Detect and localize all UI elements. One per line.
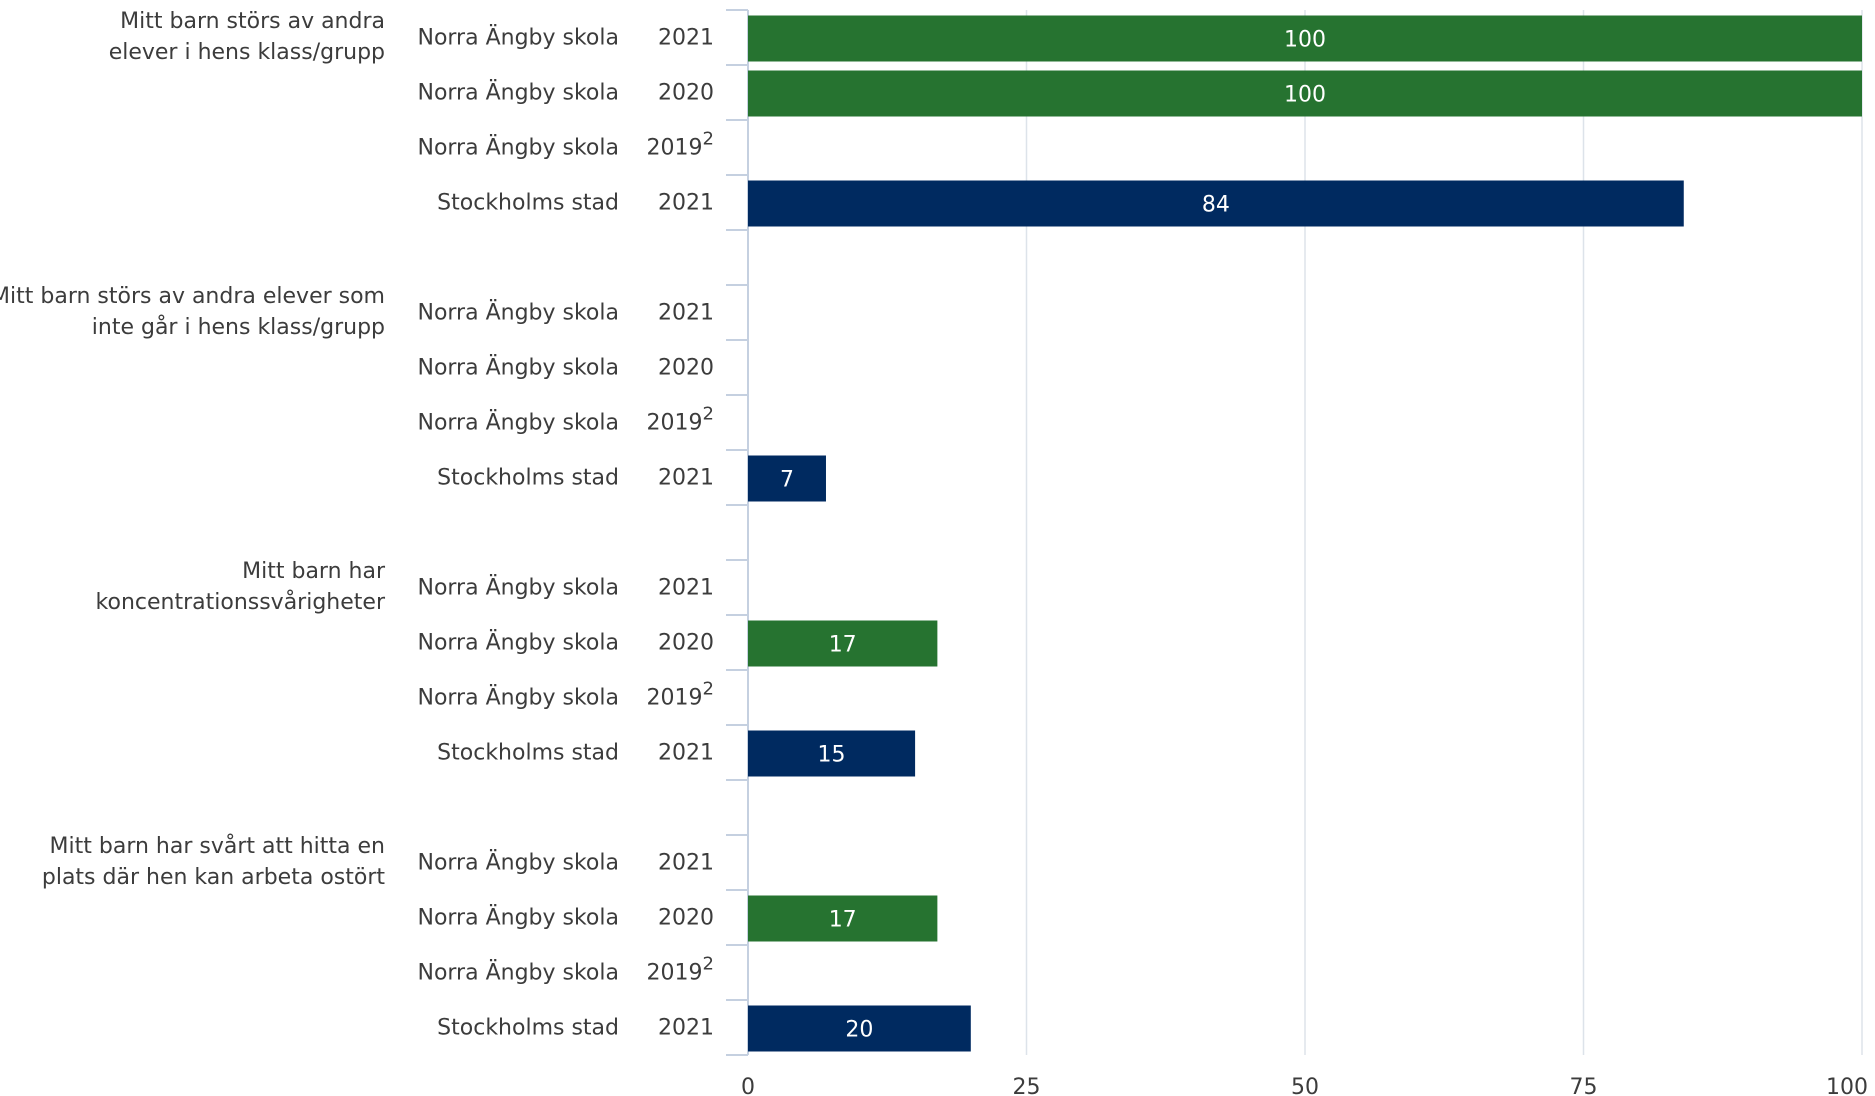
x-tick-label: 50 — [1291, 1075, 1319, 1096]
entity-label: Norra Ängby skola — [417, 630, 619, 656]
entity-label: Norra Ängby skola — [417, 135, 619, 161]
year: 2021 — [658, 191, 714, 216]
entity-label: Norra Ängby skola — [417, 355, 619, 381]
year: 2021 — [658, 1016, 714, 1041]
bar — [748, 1005, 971, 1052]
year: 2019 — [647, 686, 703, 711]
entity-label: Norra Ängby skola — [417, 25, 619, 51]
group-label: Mitt barn störs av andra — [120, 9, 385, 34]
year: 2020 — [658, 631, 714, 656]
value-label: 100 — [1284, 83, 1326, 108]
year-label: 2021 — [658, 466, 714, 491]
year-label: 2020 — [658, 631, 714, 656]
value-label: 15 — [818, 743, 846, 768]
entity-label: Stockholms stad — [437, 1016, 619, 1041]
group-label: Mitt barn har svårt att hitta en — [50, 833, 385, 859]
year-label: 2021 — [658, 191, 714, 216]
value-label: 7 — [780, 468, 794, 493]
year: 2020 — [658, 906, 714, 931]
bar — [748, 895, 938, 942]
year: 2021 — [658, 26, 714, 51]
year-label: 20192 — [647, 954, 714, 986]
entity-label: Norra Ängby skola — [417, 960, 619, 986]
entity-label: Norra Ängby skola — [417, 575, 619, 601]
year-label: 2020 — [658, 81, 714, 106]
year-label: 20192 — [647, 404, 714, 436]
value-label: 84 — [1202, 193, 1230, 218]
bar — [748, 15, 1862, 62]
footnote: 2 — [703, 404, 714, 425]
x-tick-label: 25 — [1013, 1075, 1041, 1096]
bar — [748, 620, 938, 667]
year: 2021 — [658, 301, 714, 326]
year: 2019 — [647, 411, 703, 436]
year: 2019 — [647, 136, 703, 161]
footnote: 2 — [703, 954, 714, 975]
year: 2021 — [658, 466, 714, 491]
entity-label: Stockholms stad — [437, 741, 619, 766]
bar — [748, 70, 1862, 117]
year-label: 2021 — [658, 741, 714, 766]
bar — [748, 730, 916, 777]
entity-label: Stockholms stad — [437, 466, 619, 491]
value-label: 17 — [829, 908, 857, 933]
x-tick-label: 75 — [1570, 1075, 1598, 1096]
group-label: koncentrationssvårigheter — [96, 589, 386, 615]
group-label: elever i hens klass/grupp — [109, 40, 385, 65]
year-label: 2021 — [658, 1016, 714, 1041]
footnote: 2 — [703, 129, 714, 150]
entity-label: Norra Ängby skola — [417, 410, 619, 436]
group-label: inte går i hens klass/grupp — [92, 314, 385, 340]
year: 2019 — [647, 961, 703, 986]
value-label: 100 — [1284, 28, 1326, 53]
year: 2020 — [658, 356, 714, 381]
x-tick-label: 100 — [1826, 1075, 1868, 1096]
entity-label: Norra Ängby skola — [417, 850, 619, 876]
entity-label: Norra Ängby skola — [417, 685, 619, 711]
year: 2020 — [658, 81, 714, 106]
entity-label: Norra Ängby skola — [417, 300, 619, 326]
year: 2021 — [658, 851, 714, 876]
year-label: 2021 — [658, 301, 714, 326]
year-label: 20192 — [647, 129, 714, 161]
bar — [748, 180, 1684, 227]
value-label: 20 — [845, 1018, 873, 1043]
entity-label: Stockholms stad — [437, 191, 619, 216]
group-label: plats där hen kan arbeta ostört — [42, 865, 385, 890]
year-label: 2020 — [658, 356, 714, 381]
entity-label: Norra Ängby skola — [417, 905, 619, 931]
entity-label: Norra Ängby skola — [417, 80, 619, 106]
footnote: 2 — [703, 679, 714, 700]
value-label: 17 — [829, 633, 857, 658]
year-label: 2020 — [658, 906, 714, 931]
year: 2021 — [658, 576, 714, 601]
group-label: Mitt barn störs av andra elever som — [0, 284, 385, 309]
group-label: Mitt barn har — [242, 559, 386, 584]
bar — [748, 455, 826, 502]
year-label: 2021 — [658, 576, 714, 601]
year-label: 20192 — [647, 679, 714, 711]
year: 2021 — [658, 741, 714, 766]
year-label: 2021 — [658, 851, 714, 876]
year-label: 2021 — [658, 26, 714, 51]
x-tick-label: 0 — [741, 1075, 755, 1096]
